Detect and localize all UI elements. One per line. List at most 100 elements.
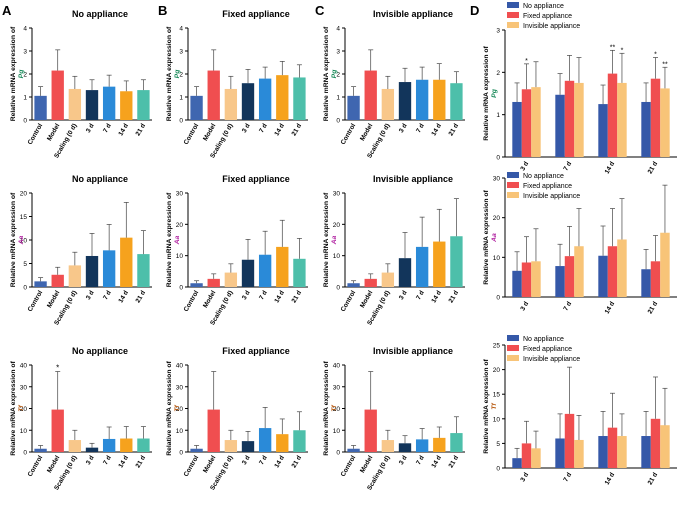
d-tf-xtick-label: 14 d [604,471,617,486]
a-pg-bar-0 [34,95,47,120]
d-tf-legend-label-1: Fixed appliance [523,346,572,353]
a-pg-bar-6 [137,90,150,120]
d-pg-bar-2-1 [607,73,618,157]
b-pg-bar-0 [190,95,203,120]
c-pg-ylabel-species: Pg [331,69,338,79]
a-tf-bar-2 [68,440,82,452]
d-tf-xtick-label: 7 d [562,471,573,483]
b-tf-title: Fixed appliance [222,346,290,356]
d-pg-bar-1-2 [574,82,584,157]
c-aa-ytick-label: 10 [333,253,341,260]
d-tf-bar-3-0 [641,436,651,468]
b-aa-ylabel-species: Aa [174,235,181,245]
b-tf-ytick-label: 20 [176,406,184,413]
a-tf-bar-0 [34,448,47,452]
d-tf-ytick-label: 10 [493,416,501,423]
a-tf-bar-4 [102,438,116,452]
a-tf-species-name: Tf [18,405,25,412]
c-tf-bar-5 [433,437,446,452]
b-aa-species-name: Aa [174,235,181,245]
b-tf-ylabel-species: Tf [174,405,181,412]
b-pg-xtick-label: 14 d [273,122,286,137]
b-aa-bar-4 [258,254,272,287]
c-tf-bar-3 [398,443,412,452]
c-tf-xtick-label: Model [359,454,375,474]
a-pg-bar-4 [102,86,116,120]
c-tf-ytick-label: 0 [336,450,340,457]
d-aa-xtick-label: 14 d [604,300,617,315]
d-tf-bar-0-0 [512,458,522,468]
d-pg-legend-swatch-0 [507,2,519,8]
c-aa-xtick-label: 7 d [415,289,426,301]
d-pg-bar-0-0 [512,101,522,157]
a-tf-ytick-label: 30 [20,384,28,391]
a-tf-xtick-label: 7 d [102,454,113,466]
d-tf-ylabel-species: Tf [491,403,498,410]
d-aa-ylabel-species: Aa [491,233,498,243]
d-aa-bar-1-2 [574,246,584,297]
a-aa-ytick-label: 20 [20,191,28,198]
d-pg-significance: * [525,58,528,65]
d-aa-bar-1-1 [564,256,575,297]
b-aa-bar-6 [293,258,306,287]
c-tf-ytick-label: 40 [333,363,341,370]
b-aa-xtick-label: 14 d [273,289,286,304]
b-aa-xtick-label: 21 d [291,289,304,304]
c-pg-bar-0 [347,95,360,120]
d-tf-ytick-label: 20 [493,367,501,374]
a-tf-bar-6 [137,438,150,452]
d-tf-bar-0-2 [531,448,541,468]
c-tf-title: Invisible appliance [373,346,453,356]
a-pg-xtick-label: 3 d [85,122,96,134]
d-aa-ytick-label: 10 [493,255,501,262]
d-aa-legend-swatch-2 [507,192,519,198]
c-pg-ytick-label: 2 [336,72,340,79]
d-tf-legend-swatch-2 [507,355,519,361]
a-pg-ylabel-line1: Relative mRNA expression of [10,26,17,121]
d-aa-xtick-label: 7 d [562,300,573,312]
d-tf-legend-label-2: Invisible appliance [523,356,580,363]
c-pg-xtick-label: 14 d [430,122,443,137]
c-pg-bar-6 [450,83,463,120]
b-pg-ylabel-species: Pg [174,69,181,79]
d-aa-legend-label-2: Invisible appliance [523,193,580,200]
d-pg-bar-0-1 [521,89,532,157]
d-aa-xtick-label: 3 d [519,300,530,312]
b-tf-xtick-label: Control [183,454,201,478]
c-tf-bar-0 [347,448,360,452]
d-aa-bar-2-1 [607,246,618,297]
c-tf-ytick-label: 30 [333,384,341,391]
a-pg-bar-3 [85,90,99,120]
d-aa-bar-3-1 [650,261,661,297]
a-pg-bar-1 [51,70,64,120]
d-aa-bar-0-0 [512,270,522,297]
c-aa-bar-4 [415,246,429,287]
b-tf-ytick-label: 30 [176,384,184,391]
b-pg-xtick-label: 21 d [291,122,304,137]
d-tf-ylabel-line1: Relative mRNA expression of [483,358,490,453]
a-tf-bar-5 [120,438,133,452]
d-tf-ytick-label: 15 [493,392,501,399]
a-tf-xtick-label: 3 d [85,454,96,466]
d-tf-bar-1-2 [574,439,584,468]
d-tf-ytick-label: 5 [496,441,500,448]
d-aa-bar-2-0 [598,255,608,297]
d-pg-bar-3-0 [641,101,651,157]
c-pg-species-name: Pg [331,69,338,79]
b-aa-bar-5 [276,246,289,287]
d-aa-ytick-label: 20 [493,215,501,222]
b-tf-bar-3 [241,441,255,452]
b-aa-xtick-label: Control [183,289,201,313]
b-aa-bar-3 [241,259,255,287]
a-tf-bar-1 [51,409,64,452]
d-pg-ytick-label: 0 [496,155,500,162]
b-aa-bar-0 [190,283,203,287]
b-tf-bar-5 [276,434,289,452]
b-tf-ytick-label: 40 [176,363,184,370]
b-pg-title: Fixed appliance [222,9,290,19]
b-pg-ylabel-line1: Relative mRNA expression of [166,26,173,121]
b-pg-bar-5 [276,75,289,120]
a-aa-xtick-label: 3 d [85,289,96,301]
c-aa-bar-6 [450,236,463,287]
c-pg-ytick-label: 3 [336,49,340,56]
